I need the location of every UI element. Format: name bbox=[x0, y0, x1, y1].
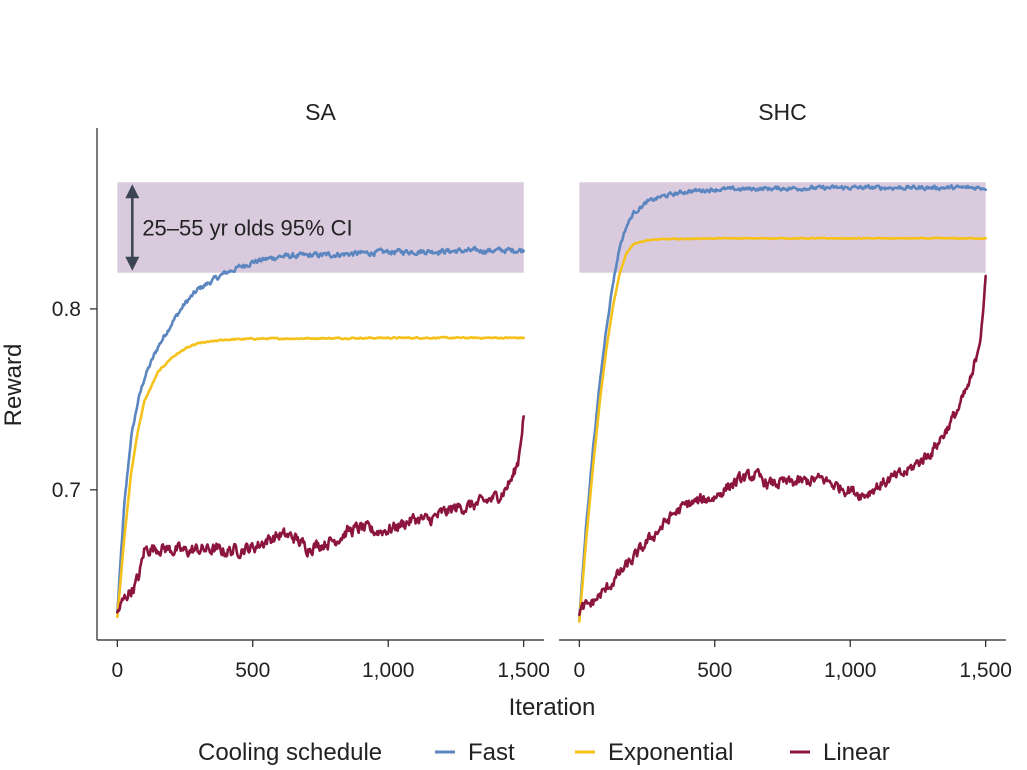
legend: Cooling schedule Fast Exponential Linear bbox=[198, 739, 890, 766]
x-tick-label: 500 bbox=[235, 659, 270, 682]
series-line-fast-sa bbox=[116, 245, 525, 614]
legend-label-fast: Fast bbox=[468, 739, 515, 766]
panel-title-sa: SA bbox=[305, 99, 336, 125]
confidence-band bbox=[117, 182, 524, 273]
ci-arrowhead-bottom bbox=[125, 256, 140, 271]
panel-sa: 25–55 yr olds 95% CI SA 0.7 0.8 0 500 1,000 1… bbox=[52, 99, 550, 682]
series-line-linear-sa bbox=[116, 415, 525, 614]
panel-shc: SHC 0 500 1,000 1,500 bbox=[559, 99, 1012, 682]
ci-annotation: 25–55 yr olds 95% CI bbox=[125, 184, 353, 271]
x-tick-label: 0 bbox=[111, 659, 123, 682]
x-tick-label: 1,500 bbox=[497, 659, 550, 682]
axes-sa: 0.7 0.8 0 500 1,000 1,500 bbox=[52, 128, 550, 682]
axes-shc: 0 500 1,000 1,500 bbox=[559, 639, 1012, 682]
series-line-exponential-shc bbox=[578, 236, 987, 623]
confidence-band bbox=[579, 182, 986, 273]
ci-arrowhead-top bbox=[125, 184, 140, 199]
legend-label-linear: Linear bbox=[823, 739, 890, 766]
legend-label-exponential: Exponential bbox=[608, 739, 733, 766]
x-axis-title: Iteration bbox=[509, 694, 596, 721]
series-line-linear-shc bbox=[578, 274, 987, 617]
series-line-exponential-sa bbox=[116, 335, 525, 619]
series-group bbox=[116, 245, 525, 619]
x-tick-label: 0 bbox=[573, 659, 585, 682]
x-tick-label: 1,000 bbox=[824, 659, 877, 682]
x-tick-label: 1,000 bbox=[362, 659, 415, 682]
y-tick-label: 0.8 bbox=[52, 298, 81, 321]
x-tick-label: 1,500 bbox=[959, 659, 1012, 682]
y-axis-title: Reward bbox=[0, 344, 27, 427]
series-line-fast-shc bbox=[578, 184, 987, 622]
ci-annotation-label: 25–55 yr olds 95% CI bbox=[142, 216, 352, 241]
x-tick-label: 500 bbox=[697, 659, 732, 682]
legend-title: Cooling schedule bbox=[198, 739, 382, 766]
y-tick-label: 0.7 bbox=[52, 479, 81, 502]
series-group bbox=[578, 184, 987, 623]
panel-title-shc: SHC bbox=[758, 99, 807, 125]
